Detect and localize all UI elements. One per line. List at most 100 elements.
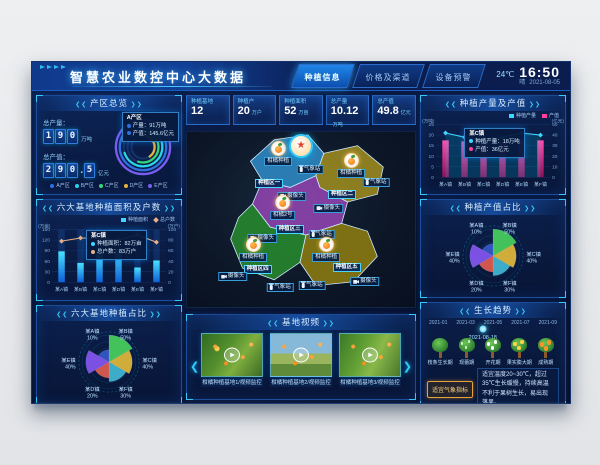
timeline-tick: 2021-07 bbox=[511, 320, 530, 326]
kpi-label: 总产量 bbox=[330, 99, 348, 105]
svg-text:0: 0 bbox=[168, 280, 171, 286]
citrus-marker-icon[interactable] bbox=[343, 153, 359, 168]
legend-item-C产区[interactable]: C产区 bbox=[99, 182, 119, 189]
svg-text:0: 0 bbox=[431, 175, 434, 181]
kpi-value: 20 万户 bbox=[237, 105, 262, 117]
kpi-value: 49.8 亿元 bbox=[377, 105, 411, 117]
weather-marker: 气象站 bbox=[296, 165, 324, 175]
camera-tag[interactable]: 摄像头 bbox=[350, 277, 380, 287]
svg-text:某A镇: 某A镇 bbox=[55, 286, 68, 293]
tab-设备预警[interactable]: 设备预警 bbox=[422, 64, 487, 88]
tab-种植信息[interactable]: 种植信息 bbox=[291, 64, 356, 88]
weather-marker: 气象站 bbox=[299, 280, 326, 290]
fruit-label[interactable]: 柑橘种植 bbox=[264, 156, 293, 166]
video-item[interactable]: ▶ 柑橘种植基地3/视频监控 bbox=[339, 333, 401, 387]
kpi-种植基地: 种植基地 12 bbox=[186, 95, 230, 125]
base-badge[interactable]: ★ bbox=[289, 134, 313, 158]
growth-stage-成熟期: 成熟期 bbox=[533, 338, 559, 366]
video-thumbnail[interactable]: ▶ bbox=[270, 333, 332, 377]
digit: 0 bbox=[67, 162, 78, 178]
fruit-label[interactable]: 柑橘2号 bbox=[269, 211, 296, 220]
fruit-label[interactable]: 柑橘种植 bbox=[239, 253, 268, 262]
kpi-unit: 万吨 bbox=[332, 122, 343, 129]
play-icon[interactable]: ▶ bbox=[293, 347, 309, 363]
fruit-label[interactable]: 柑橘种植 bbox=[337, 169, 366, 178]
weather-station-tag[interactable]: 气象站 bbox=[299, 280, 326, 290]
weather-station-tag[interactable]: 气象站 bbox=[296, 165, 324, 175]
arc-legend: A产区 B产区 C产区 D产区 E产区 bbox=[37, 181, 181, 191]
weather-index-button[interactable]: 适宜气象指标 bbox=[427, 381, 474, 399]
kpi-unit: 亿元 bbox=[400, 110, 411, 116]
panel-title: 生长趋势 bbox=[421, 303, 565, 318]
tree-trunk bbox=[465, 352, 469, 358]
header-underline bbox=[72, 86, 272, 87]
fruit-marker: 柑橘种植 bbox=[337, 153, 366, 178]
tab-价格及渠道[interactable]: 价格及渠道 bbox=[352, 64, 426, 88]
legend-item-产值[interactable]: 产值 bbox=[541, 112, 559, 119]
legend-item-种植产量[interactable]: 种植产量 bbox=[508, 112, 536, 119]
tree-icon bbox=[484, 338, 501, 352]
svg-text:60: 60 bbox=[168, 248, 174, 254]
fruit-label[interactable]: 柑橘种植 bbox=[312, 253, 341, 262]
svg-text:100: 100 bbox=[168, 227, 176, 233]
svg-text:某C镇: 某C镇 bbox=[93, 286, 107, 293]
growth-stage-果实膨大期: 果实膨大期 bbox=[506, 338, 532, 366]
legend-item-D产区[interactable]: D产区 bbox=[123, 182, 143, 189]
play-icon[interactable]: ▶ bbox=[362, 347, 378, 363]
growth-stage-现蕾期: 现蕾期 bbox=[454, 338, 480, 366]
kpi-总产值: 总产值 49.8 亿元 bbox=[372, 95, 416, 125]
video-thumbnail[interactable]: ▶ bbox=[201, 333, 263, 377]
citrus-marker-icon[interactable] bbox=[318, 237, 334, 252]
region-chip[interactable]: 种植区五 bbox=[332, 263, 361, 273]
legend-item-总户数[interactable]: 总户数 bbox=[153, 216, 175, 223]
video-next-arrow-icon[interactable]: ❯ bbox=[402, 361, 412, 373]
tree-icon bbox=[537, 338, 554, 352]
timeline-handle[interactable] bbox=[479, 325, 487, 333]
kpi-label: 种植户 bbox=[237, 99, 255, 105]
citrus-marker-icon[interactable] bbox=[270, 140, 286, 156]
timeline-tick: 2021-03 bbox=[456, 320, 475, 326]
region-chip[interactable]: 种植区三 bbox=[275, 224, 304, 234]
digit: 9 bbox=[55, 128, 66, 144]
svg-text:某B镇: 某B镇 bbox=[74, 286, 87, 293]
weather-station-tag[interactable]: 气象站 bbox=[362, 177, 390, 187]
svg-text:某F镇: 某F镇 bbox=[534, 181, 547, 188]
camera-icon bbox=[220, 274, 227, 279]
camera-marker: 摄像头 bbox=[217, 272, 248, 281]
video-thumbnail[interactable]: ▶ bbox=[339, 333, 401, 377]
legend-item-种植面积[interactable]: 种植面积 bbox=[120, 216, 148, 223]
svg-text:某B镇: 某B镇 bbox=[458, 181, 471, 188]
weather-station-tag[interactable]: 气象站 bbox=[267, 282, 294, 292]
legend-item-A产区[interactable]: A产区 bbox=[50, 182, 70, 189]
panel-title: 六大基地种植面积及户数 bbox=[37, 200, 181, 215]
region-chip[interactable]: 种植区一 bbox=[255, 179, 284, 189]
region-chip[interactable]: 种植区四 bbox=[243, 265, 272, 274]
video-item[interactable]: ▶ 柑橘种植基地1/视频监控 bbox=[201, 333, 263, 387]
video-prev-arrow-icon[interactable]: ❮ bbox=[190, 361, 200, 373]
camera-tag[interactable]: 摄像头 bbox=[313, 203, 344, 213]
region-chip[interactable]: 种植区二 bbox=[328, 189, 357, 199]
center-column: 种植基地 12 种植户 20 万户 种植面积 52 万亩 总产量 10.12万吨 总产值 49.8 亿元… bbox=[186, 95, 416, 400]
legend-item-B产区[interactable]: B产区 bbox=[74, 182, 94, 189]
region-chip-marker: 种植区二 bbox=[328, 189, 357, 199]
panel-planting-share-pie: 六大基地种植占比 某B镇50%某C镇40%某F镇30%某D镇20%某E镇40%某… bbox=[36, 305, 182, 403]
citrus-marker-icon[interactable] bbox=[275, 195, 291, 210]
svg-text:某D镇: 某D镇 bbox=[496, 181, 510, 188]
svg-text:40: 40 bbox=[168, 259, 174, 265]
tree-icon bbox=[511, 338, 528, 352]
legend-item-E产区[interactable]: E产区 bbox=[148, 182, 168, 189]
svg-text:(万吨): (万吨) bbox=[422, 117, 435, 124]
video-item[interactable]: ▶ 柑橘种植基地2/视频监控 bbox=[270, 333, 332, 387]
clock-block: 24℃ 16:50 晴 2021-08-05 bbox=[482, 64, 570, 87]
citrus-marker-icon[interactable] bbox=[245, 237, 261, 252]
digit: 0 bbox=[67, 128, 78, 144]
camera-tag[interactable]: 摄像头 bbox=[217, 272, 248, 281]
play-icon[interactable]: ▶ bbox=[224, 347, 240, 363]
panel-growth-trend: 生长趋势 2021-01 2021-03 2021-05 2021-07 2021-09… bbox=[420, 302, 566, 403]
overview-stats: 总产量： 1 9 0 万吨 总产值： 2 9 0. 5 亿元 bbox=[43, 113, 109, 181]
